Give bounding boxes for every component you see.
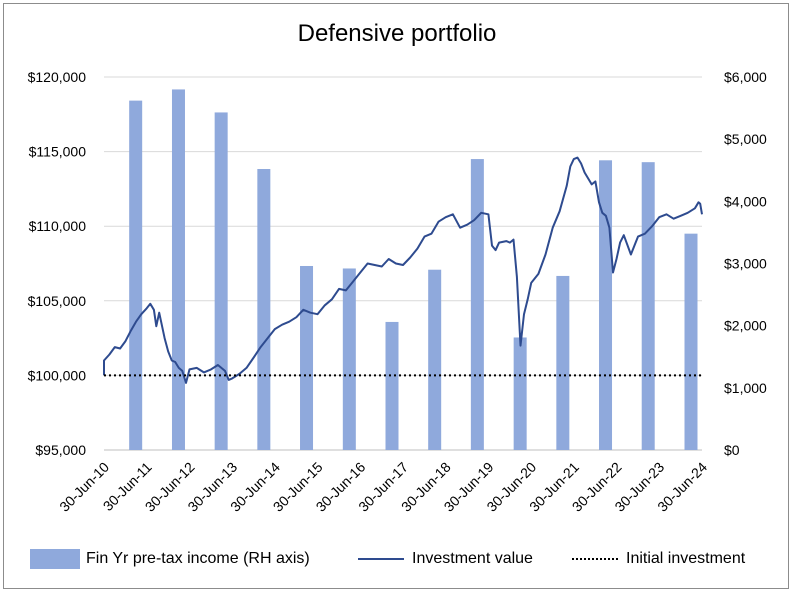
income-bar bbox=[171, 89, 185, 450]
legend-item-income: Fin Yr pre-tax income (RH axis) bbox=[30, 544, 310, 574]
legend-swatch-investment bbox=[358, 558, 404, 560]
income-bar bbox=[385, 321, 399, 450]
income-bar bbox=[556, 275, 570, 450]
income-bar bbox=[342, 268, 356, 450]
y-right-tick-label: $2,000 bbox=[724, 318, 767, 334]
income-bar bbox=[684, 233, 698, 450]
legend-label-initial: Initial investment bbox=[626, 550, 746, 567]
y-right-tick-label: $6,000 bbox=[724, 69, 767, 85]
y-right-tick-label: $3,000 bbox=[724, 256, 767, 272]
chart-border bbox=[3, 3, 789, 589]
income-bar bbox=[257, 169, 271, 451]
y-left-tick-label: $95,000 bbox=[35, 442, 86, 458]
income-bar bbox=[513, 337, 527, 450]
y-left-tick-label: $100,000 bbox=[28, 367, 87, 383]
y-right-tick-label: $4,000 bbox=[724, 193, 767, 209]
left-axis-ticks: $95,000 $100,000 $105,000 $110,000 $115,000 $… bbox=[28, 69, 87, 458]
y-left-tick-label: $105,000 bbox=[28, 293, 87, 309]
income-bar bbox=[428, 269, 442, 450]
legend-item-investment: Investment value bbox=[358, 544, 533, 574]
right-axis-ticks: $0 $1,000 $2,000 $3,000 $4,000 $5,000 $6,000 bbox=[724, 69, 767, 458]
y-right-tick-label: $1,000 bbox=[724, 380, 767, 396]
bar-series bbox=[129, 89, 698, 451]
legend-label-investment: Investment value bbox=[412, 550, 533, 567]
income-bar bbox=[599, 160, 613, 450]
legend: Fin Yr pre-tax income (RH axis) Investme… bbox=[0, 544, 794, 574]
y-left-tick-label: $115,000 bbox=[29, 144, 87, 160]
line-series bbox=[103, 156, 703, 384]
legend-item-initial: Initial investment bbox=[572, 544, 745, 574]
income-bar bbox=[641, 162, 655, 450]
x-axis-ticks: 30-Jun-1030-Jun-1130-Jun-1230-Jun-1330-J… bbox=[56, 459, 710, 515]
income-bar bbox=[300, 265, 314, 450]
legend-label-income: Fin Yr pre-tax income (RH axis) bbox=[86, 550, 310, 567]
investment-value-line bbox=[103, 156, 703, 384]
y-right-tick-label: $5,000 bbox=[724, 131, 767, 147]
y-left-tick-label: $110,000 bbox=[29, 218, 87, 234]
chart-title: Defensive portfolio bbox=[297, 20, 497, 47]
legend-swatch-initial bbox=[572, 558, 618, 560]
y-right-tick-label: $0 bbox=[724, 442, 740, 458]
legend-swatch-income bbox=[30, 549, 80, 569]
y-left-tick-label: $120,000 bbox=[28, 69, 87, 85]
income-bar bbox=[129, 100, 143, 450]
income-bar bbox=[470, 159, 484, 450]
income-bar bbox=[214, 112, 228, 450]
